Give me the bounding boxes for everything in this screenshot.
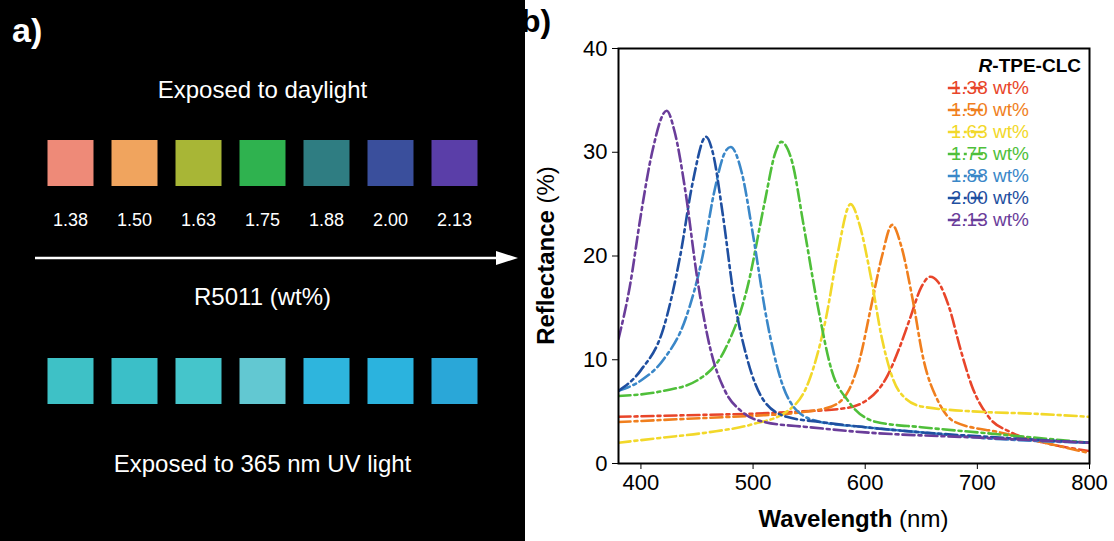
svg-text:1.88: 1.88 <box>309 210 344 230</box>
svg-text:1.63: 1.63 <box>181 210 216 230</box>
svg-text:a): a) <box>12 11 42 49</box>
svg-text:R-TPE-CLC: R-TPE-CLC <box>979 55 1082 76</box>
svg-text:0: 0 <box>595 451 607 476</box>
svg-text:2.13: 2.13 <box>437 210 472 230</box>
svg-text:1.75: 1.75 <box>245 210 280 230</box>
svg-text:2.13 wt%: 2.13 wt% <box>951 209 1029 230</box>
svg-text:Wavelength (nm): Wavelength (nm) <box>759 505 949 532</box>
svg-text:1.63 wt%: 1.63 wt% <box>951 121 1029 142</box>
svg-text:2.00 wt%: 2.00 wt% <box>951 187 1029 208</box>
svg-text:1.50: 1.50 <box>117 210 152 230</box>
svg-text:Reflectance (%): Reflectance (%) <box>532 166 559 345</box>
svg-text:1.75 wt%: 1.75 wt% <box>951 143 1029 164</box>
svg-text:40: 40 <box>583 36 607 61</box>
svg-text:1.38: 1.38 <box>53 210 88 230</box>
svg-text:600: 600 <box>847 470 884 495</box>
svg-text:1.50 wt%: 1.50 wt% <box>951 99 1029 120</box>
svg-text:700: 700 <box>959 470 996 495</box>
svg-text:20: 20 <box>583 243 607 268</box>
svg-text:10: 10 <box>583 347 607 372</box>
svg-text:2.00: 2.00 <box>373 210 408 230</box>
svg-text:500: 500 <box>735 470 772 495</box>
svg-text:1.38 wt%: 1.38 wt% <box>951 77 1029 98</box>
svg-text:b): b) <box>521 3 551 39</box>
svg-text:Exposed to daylight: Exposed to daylight <box>158 76 368 103</box>
svg-text:R5011 (wt%): R5011 (wt%) <box>194 283 331 310</box>
svg-text:400: 400 <box>623 470 660 495</box>
svg-text:800: 800 <box>1071 470 1108 495</box>
svg-text:Exposed to 365 nm UV light: Exposed to 365 nm UV light <box>114 450 412 477</box>
svg-text:30: 30 <box>583 139 607 164</box>
svg-text:1.88 wt%: 1.88 wt% <box>951 165 1029 186</box>
